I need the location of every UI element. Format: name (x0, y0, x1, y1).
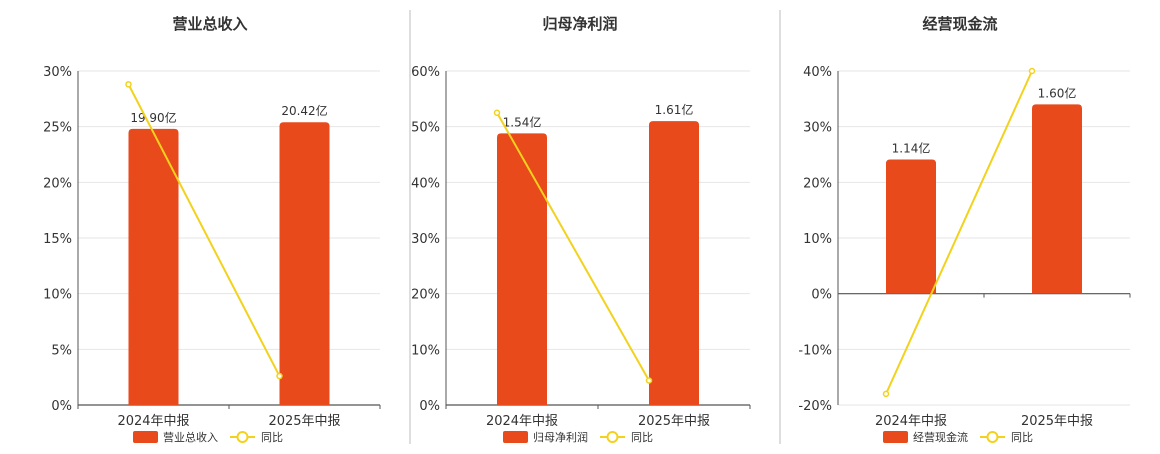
x-tick-label: 2024年中报 (486, 414, 558, 429)
chart-revenue: 营业总收入 0% 5% 10% 15% 20% 25% 30% 19.90亿 20.42亿 2024… (43, 15, 381, 444)
legend-bar-label: 归母净利润 (533, 430, 588, 444)
bar-data-label: 1.60亿 (1038, 85, 1077, 100)
bar (1032, 104, 1082, 294)
y-tick-label: 30% (803, 121, 832, 136)
y-tick-label: 20% (803, 176, 832, 191)
chart-operating-cashflow: 经营现金流 -20% -10% 0% 10% 20% 30% 40% 1.14亿 1.60亿 202… (798, 15, 1131, 444)
y-tick-label: 10% (411, 343, 440, 358)
y-tick-label: 15% (43, 232, 72, 247)
legend-bar-label: 经营现金流 (913, 430, 968, 444)
x-tick-label: 2024年中报 (875, 414, 947, 429)
legend-line-marker (236, 431, 249, 443)
legend-line-label: 同比 (261, 431, 283, 444)
y-tick-label: 40% (803, 65, 832, 80)
bar (649, 121, 699, 405)
y-tick-label: 20% (411, 288, 440, 303)
y-tick-label: 60% (411, 65, 440, 80)
legend-line-marker (986, 431, 999, 443)
chart-title: 经营现金流 (922, 15, 997, 33)
x-tick-label: 2025年中报 (638, 414, 710, 429)
line-series (885, 70, 1033, 395)
bar (128, 128, 179, 406)
y-tick-label: 0% (419, 399, 440, 414)
y-tick-label: 10% (803, 232, 832, 247)
y-tick-label: 0% (51, 399, 72, 414)
line-point (1028, 67, 1036, 75)
legend-bar-swatch (503, 431, 528, 443)
y-tick-label: 50% (411, 121, 440, 136)
x-tick-label: 2025年中报 (1021, 414, 1093, 429)
bar (279, 122, 330, 406)
legend-bar-label: 营业总收入 (163, 430, 218, 444)
bar-data-label: 1.61亿 (655, 102, 694, 117)
legend-line-label: 同比 (631, 431, 653, 444)
y-tick-label: 0% (811, 288, 832, 303)
line-point (125, 81, 132, 88)
y-tick-label: 25% (43, 121, 72, 136)
line-point (882, 390, 890, 398)
y-tick-label: 30% (411, 232, 440, 247)
line-point (645, 377, 653, 384)
chart-title: 归母净利润 (542, 15, 617, 33)
legend-line-marker (606, 431, 619, 443)
line-point (276, 372, 283, 380)
bar (886, 159, 936, 294)
bar-data-label: 19.90亿 (130, 110, 176, 125)
x-tick-label: 2025年中报 (268, 414, 340, 429)
line-series (496, 112, 650, 382)
bar-data-label: 1.14亿 (892, 141, 931, 156)
y-tick-label: 40% (411, 176, 440, 191)
y-tick-label: -20% (798, 399, 832, 414)
y-tick-label: 20% (43, 176, 72, 191)
y-tick-label: 30% (43, 65, 72, 80)
y-tick-label: -10% (798, 343, 832, 358)
line-series (127, 83, 281, 377)
bar-data-label: 1.54亿 (503, 114, 542, 129)
y-tick-label: 10% (43, 288, 72, 303)
y-tick-label: 5% (51, 343, 72, 358)
legend-bar-swatch (133, 431, 158, 443)
bar (497, 133, 547, 405)
chart-net-profit: 归母净利润 0% 10% 20% 30% 40% 50% 60% 1.54亿 1.61亿 2024年… (411, 15, 751, 444)
legend-line-label: 同比 (1011, 431, 1033, 444)
x-tick-label: 2024年中报 (117, 414, 189, 429)
chart-title: 营业总收入 (172, 15, 247, 33)
bar-data-label: 20.42亿 (281, 103, 327, 118)
legend-bar-swatch (883, 431, 908, 443)
line-point (493, 109, 501, 116)
